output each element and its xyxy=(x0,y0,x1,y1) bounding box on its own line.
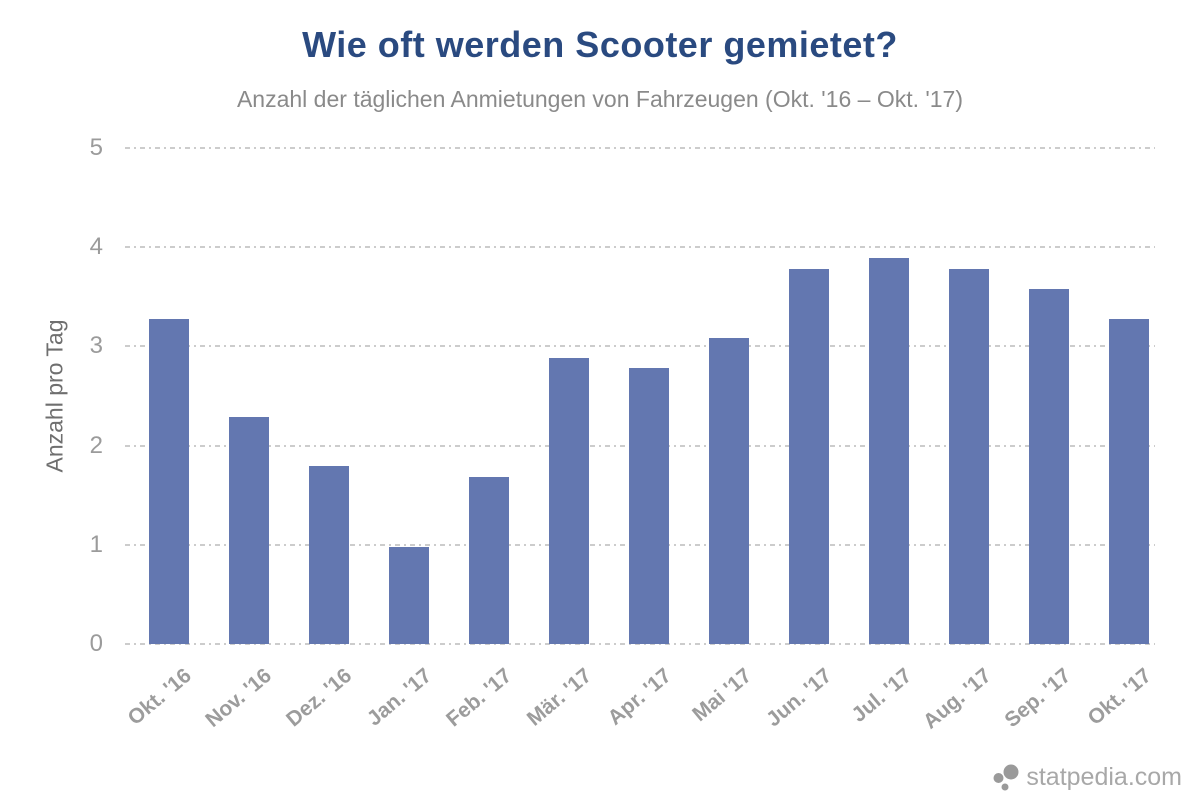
chart-title: Wie oft werden Scooter gemietet? xyxy=(302,24,898,65)
bar xyxy=(949,269,989,644)
gridline xyxy=(125,147,1155,149)
bar xyxy=(229,416,269,644)
y-tick-label: 5 xyxy=(89,134,103,161)
x-labels: Okt. '16 Nov. '16 Dez. '16 Jan. '17 Feb. '17… xyxy=(123,648,1156,768)
bar xyxy=(389,546,429,644)
statpedia-logo-icon xyxy=(993,764,1019,790)
x-tick-label: Okt. '17 xyxy=(1083,664,1156,730)
y-tick-label: 2 xyxy=(89,431,103,459)
bars xyxy=(125,148,1155,644)
x-tick-label: Jun. '17 xyxy=(761,664,836,732)
x-tick-label: Aug. '17 xyxy=(919,664,996,734)
bar xyxy=(1109,318,1149,644)
x-tick-label: Nov. '16 xyxy=(201,664,276,732)
x-tick-label: Feb. '17 xyxy=(441,664,516,732)
y-ticks: 0 1 2 3 4 5 xyxy=(45,135,103,657)
x-tick-label: Jan. '17 xyxy=(362,664,436,731)
bar xyxy=(469,477,509,644)
bar xyxy=(149,318,189,644)
chart-subtitle: Anzahl der täglichen Anmietungen von Fah… xyxy=(236,86,964,112)
bar xyxy=(789,269,829,644)
y-tick-label: 4 xyxy=(89,233,103,261)
x-tick-label: Apr. '17 xyxy=(603,664,676,730)
gridline xyxy=(125,643,1155,645)
y-tick-label: 0 xyxy=(89,630,103,657)
bar xyxy=(869,258,909,644)
gridline xyxy=(125,345,1155,348)
x-tick-label: Mai '17 xyxy=(687,664,756,727)
x-tick-label: Okt. '16 xyxy=(123,664,196,730)
x-tick-label: Mär. '17 xyxy=(522,664,596,731)
bar xyxy=(309,466,349,644)
x-tick-label: Dez. '16 xyxy=(281,664,356,732)
watermark-text: statpedia.com xyxy=(1026,763,1182,791)
bar xyxy=(629,368,669,644)
bar xyxy=(709,338,749,644)
x-tick-label: Sep. '17 xyxy=(1000,664,1076,733)
watermark: statpedia.com xyxy=(993,763,1182,792)
bar xyxy=(1029,288,1069,644)
bar xyxy=(549,358,589,644)
plot-area xyxy=(125,147,1155,645)
y-tick-label: 1 xyxy=(89,530,103,558)
gridline xyxy=(125,246,1155,249)
x-tick-label: Jul. '17 xyxy=(847,664,916,727)
y-tick-label: 3 xyxy=(89,332,103,360)
